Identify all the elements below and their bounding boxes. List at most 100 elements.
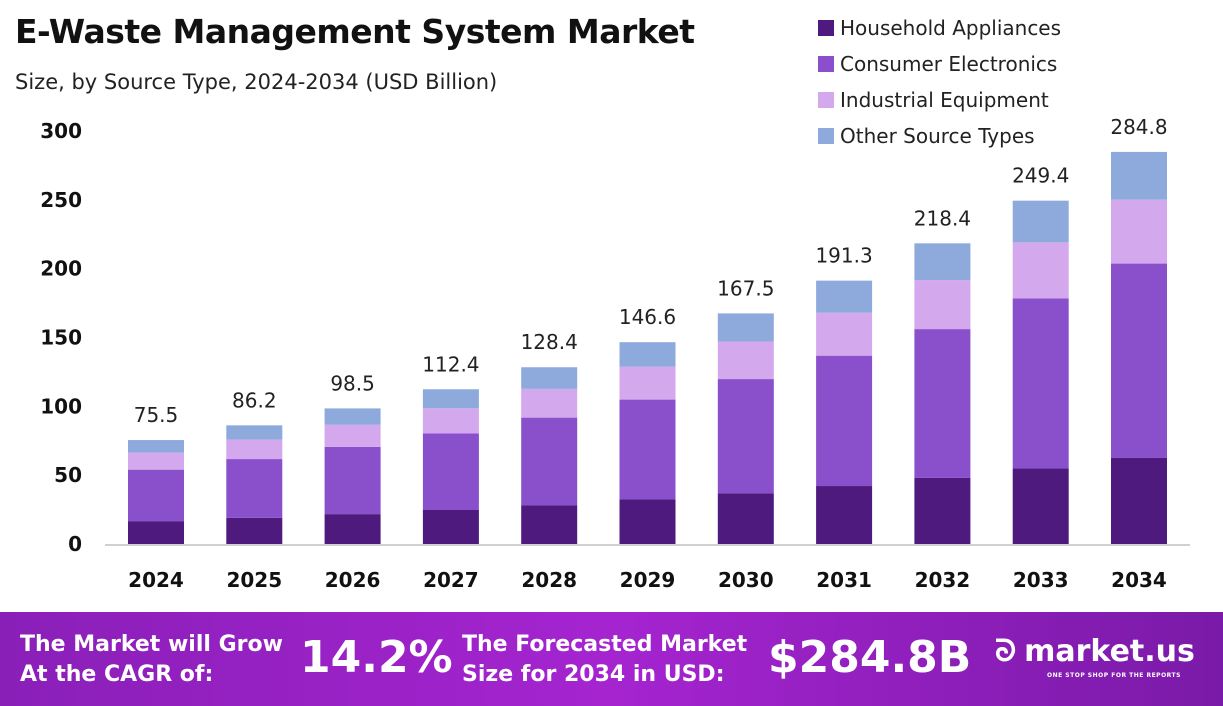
bar-segment (1012, 242, 1069, 299)
legend-swatch (818, 56, 834, 72)
bar-segment (324, 514, 381, 544)
bar-segment (1012, 298, 1069, 469)
bar-segment (1012, 200, 1069, 243)
total-label: 284.8 (1110, 115, 1167, 139)
total-label: 75.5 (134, 403, 179, 427)
legend-item: Household Appliances (818, 10, 1061, 46)
bar-segment (422, 509, 479, 544)
forecast-label: The Forecasted Market Size for 2034 in US… (462, 630, 747, 690)
x-tick-label: 2026 (325, 568, 381, 592)
x-tick-label: 2024 (128, 568, 184, 592)
bar-segment (1111, 199, 1167, 264)
bar-segment (619, 499, 676, 544)
legend-label: Industrial Equipment (840, 88, 1049, 112)
forecast-label-line: The Forecasted Market (462, 632, 748, 657)
y-tick-label: 50 (54, 463, 82, 487)
bar-segment (324, 424, 381, 447)
bar-segment (128, 440, 184, 453)
x-tick-label: 2027 (423, 568, 479, 592)
chart-title: E-Waste Management System Market (15, 12, 695, 51)
x-tick-label: 2033 (1013, 568, 1069, 592)
x-tick-label: 2025 (226, 568, 282, 592)
bar-segment (226, 439, 283, 460)
y-tick-label: 200 (40, 257, 82, 281)
bar-segment (226, 425, 283, 440)
bar-segment (324, 446, 381, 515)
bar-segment (619, 366, 676, 400)
summary-banner: The Market will Grow At the CAGR of: 14.2… (0, 612, 1223, 706)
bar-segment (914, 280, 971, 330)
bar-segment (717, 493, 774, 544)
bar-segment (1111, 151, 1167, 200)
bar-segment (619, 399, 676, 500)
bar-segment (816, 355, 873, 487)
logo-tagline: ONE STOP SHOP FOR THE REPORTS (1047, 672, 1181, 679)
legend-label: Other Source Types (840, 124, 1035, 148)
cagr-label-line: The Market will Grow (20, 632, 283, 657)
bar-segment (1111, 263, 1167, 458)
legend: Household Appliances Consumer Electronic… (818, 10, 1061, 154)
legend-swatch (818, 20, 834, 36)
bar-segment (521, 417, 578, 506)
y-tick-label: 250 (40, 188, 82, 212)
x-tick-label: 2034 (1111, 568, 1167, 592)
market-us-logo: ᘐ market.us ONE STOP SHOP FOR THE REPORT… (995, 634, 1195, 679)
x-tick-label: 2032 (915, 568, 971, 592)
legend-swatch (818, 128, 834, 144)
y-tick-label: 0 (68, 532, 82, 556)
bar-segment (324, 408, 381, 425)
total-label: 191.3 (815, 244, 872, 268)
bar-segment (226, 459, 283, 518)
bar-segment (521, 367, 578, 389)
bar-segment (128, 452, 184, 470)
bar-segment (128, 521, 184, 544)
total-label: 128.4 (521, 330, 578, 354)
total-label: 167.5 (717, 276, 774, 300)
chart-plot: 0 50 100 150 200 250 300 75.5 2024 86.2 2025 98.5 20… (40, 115, 1190, 592)
total-label: 98.5 (330, 371, 375, 395)
bar-segment (619, 342, 676, 367)
bar-segment (422, 389, 479, 409)
bar-segment (914, 477, 971, 544)
cagr-label: The Market will Grow At the CAGR of: (20, 630, 283, 690)
legend-label: Consumer Electronics (840, 52, 1058, 76)
total-label: 146.6 (619, 305, 676, 329)
y-tick-label: 300 (40, 119, 82, 143)
logo-icon: ᘐ (995, 634, 1017, 669)
x-tick-label: 2028 (521, 568, 577, 592)
bar-segment (1012, 468, 1069, 544)
bar-segment (717, 341, 774, 380)
legend-item: Industrial Equipment (818, 82, 1061, 118)
bar-segment (422, 433, 479, 510)
bar-segment (128, 469, 184, 522)
logo-name: market.us (1024, 634, 1195, 669)
total-label: 218.4 (914, 206, 971, 230)
bar-segment (914, 243, 971, 281)
forecast-value: $284.8B (768, 632, 972, 683)
bar-segment (816, 486, 873, 544)
legend-item: Other Source Types (818, 118, 1061, 154)
cagr-value: 14.2% (300, 632, 453, 683)
bar-segment (521, 505, 578, 544)
chart-subtitle: Size, by Source Type, 2024-2034 (USD Bil… (15, 70, 498, 94)
total-label: 112.4 (422, 352, 479, 376)
legend-item: Consumer Electronics (818, 46, 1061, 82)
forecast-label-line: Size for 2034 in USD: (462, 662, 725, 687)
legend-swatch (818, 92, 834, 108)
total-label: 86.2 (232, 388, 277, 412)
x-tick-label: 2031 (816, 568, 872, 592)
bar-segment (816, 312, 873, 356)
y-tick-label: 150 (40, 326, 82, 350)
total-label: 249.4 (1012, 164, 1069, 188)
bar-segment (717, 379, 774, 494)
bar-segment (521, 388, 578, 418)
bar-segment (422, 408, 479, 434)
x-tick-label: 2030 (718, 568, 774, 592)
y-tick-label: 100 (40, 394, 82, 418)
x-tick-label: 2029 (620, 568, 676, 592)
bar-segment (1111, 457, 1167, 544)
bar-segment (717, 313, 774, 342)
bar-segment (226, 517, 283, 544)
cagr-label-line: At the CAGR of: (20, 662, 214, 687)
bar-segment (914, 329, 971, 478)
